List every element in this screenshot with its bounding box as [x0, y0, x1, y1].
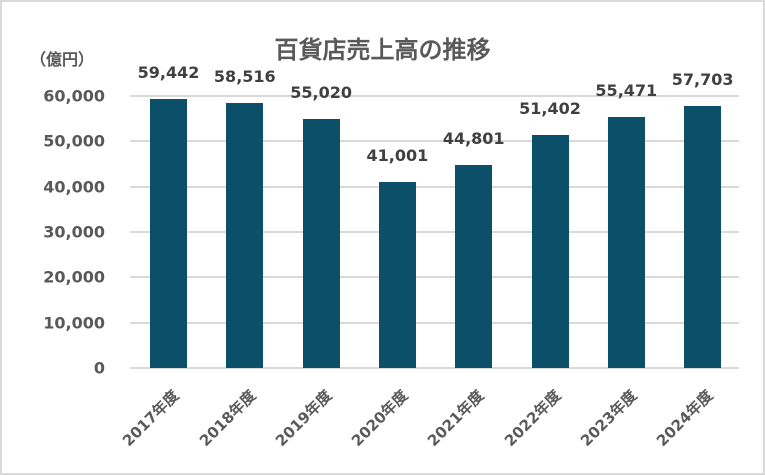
- y-tick-label: 40,000: [43, 177, 105, 197]
- data-label: 44,801: [442, 128, 505, 148]
- bar-2024年度: [684, 106, 722, 368]
- bar-2023年度: [607, 116, 645, 368]
- y-tick-label: 60,000: [43, 86, 105, 106]
- y-tick-label: 20,000: [43, 267, 105, 287]
- bar-2021年度: [455, 164, 493, 368]
- chart-title: 百貨店売上高の推移: [274, 36, 491, 64]
- y-axis-unit-label: （億円）: [30, 50, 95, 69]
- bar-2020年度: [378, 182, 416, 368]
- data-label: 41,001: [366, 146, 429, 166]
- bar-2022年度: [531, 134, 569, 368]
- y-tick-label: 10,000: [43, 313, 105, 333]
- data-label: 58,516: [213, 66, 276, 86]
- y-tick-label: 0: [93, 358, 105, 378]
- gridline: [130, 185, 739, 188]
- gridline: [130, 95, 739, 97]
- data-label: 59,442: [137, 62, 200, 82]
- data-label: 51,402: [519, 98, 581, 118]
- data-label: 55,020: [290, 82, 352, 102]
- gridline: [130, 276, 739, 279]
- y-tick-label: 50,000: [43, 131, 105, 151]
- bar-2019年度: [302, 118, 340, 368]
- gridline: [130, 140, 739, 143]
- y-tick-label: 30,000: [43, 222, 105, 242]
- bar-2018年度: [226, 102, 264, 368]
- gridline: [130, 321, 739, 324]
- data-label: 55,471: [595, 80, 658, 100]
- gridline: [130, 231, 739, 233]
- gridline: [130, 367, 739, 369]
- bar-2017年度: [150, 98, 187, 368]
- data-label: 57,703: [671, 70, 734, 90]
